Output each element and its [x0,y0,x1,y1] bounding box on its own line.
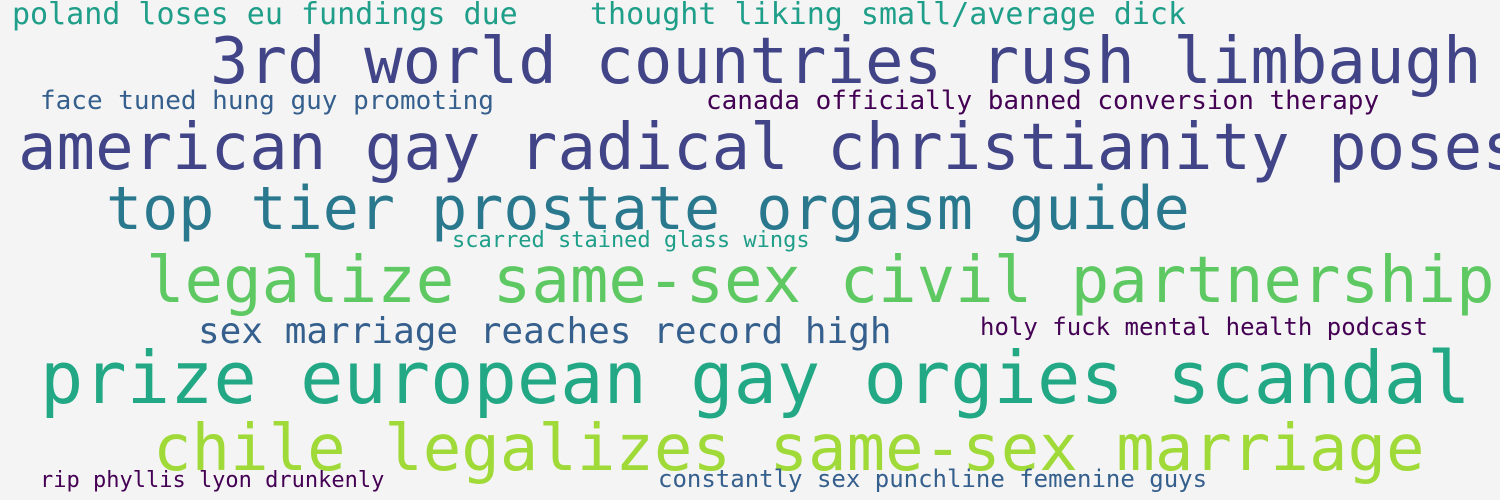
phrase-holy-fuck-podcast: holy fuck mental health podcast [980,313,1428,341]
phrase-chile-legalizes: chile legalizes same-sex marriage [153,412,1425,486]
phrase-legalize-civil-partnerships: legalize same-sex civil partnerships [146,244,1500,318]
phrase-top-tier-prostate: top tier prostate orgasm guide [106,174,1190,244]
phrase-scarred-stained-glass: scarred stained glass wings [452,228,810,253]
phrase-poland-loses-eu-fundings: poland loses eu fundings due [12,0,518,32]
phrase-american-gay-radical: american gay radical christianity poses [18,111,1500,185]
phrase-face-tuned: face tuned hung guy promoting [40,86,494,116]
phrase-canada-officially-banned: canada officially banned conversion ther… [706,86,1380,116]
phrase-constantly-sex-punchline: constantly sex punchline femenine guys [658,465,1208,493]
phrase-thought-liking: thought liking small/average dick [590,0,1187,32]
phrase-prize-european: prize european gay orgies scandal [40,336,1471,420]
phrase-sex-marriage-record: sex marriage reaches record high [198,311,892,352]
phrase-rip-phyllis-lyon: rip phyllis lyon drunkenly [40,468,385,493]
phrase-3rd-world-countries: 3rd world countries rush limbaugh [210,25,1482,99]
